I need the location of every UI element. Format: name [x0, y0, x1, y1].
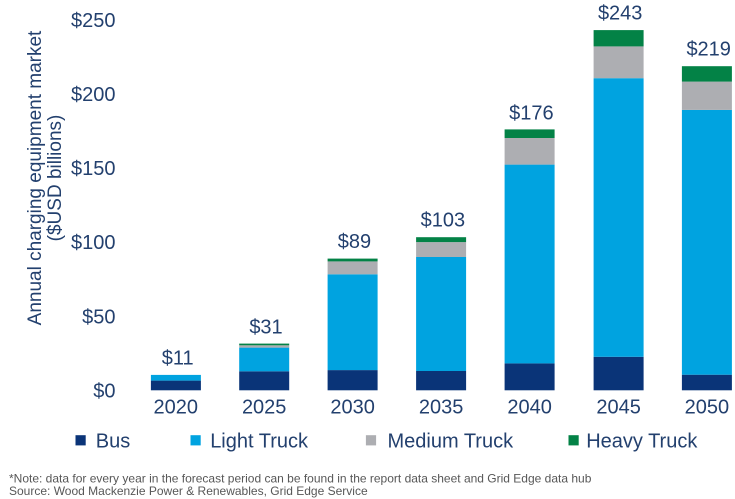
svg-text:$176: $176 — [509, 103, 554, 125]
svg-text:Heavy Truck: Heavy Truck — [586, 431, 698, 453]
svg-text:$31: $31 — [249, 316, 282, 338]
svg-text:Annual charging equipment mark: Annual charging equipment market — [25, 30, 46, 325]
svg-text:$100: $100 — [71, 232, 116, 254]
svg-text:2040: 2040 — [507, 396, 552, 418]
svg-text:2030: 2030 — [330, 396, 375, 418]
svg-text:$11: $11 — [162, 347, 194, 369]
svg-text:$50: $50 — [82, 306, 115, 328]
svg-text:$250: $250 — [71, 10, 116, 32]
svg-text:$0: $0 — [93, 381, 115, 403]
svg-text:2025: 2025 — [242, 396, 287, 418]
svg-text:$103: $103 — [421, 210, 466, 232]
svg-text:2045: 2045 — [596, 396, 641, 418]
svg-text:$243: $243 — [598, 3, 643, 25]
svg-text:2020: 2020 — [154, 396, 199, 418]
svg-text:Light Truck: Light Truck — [210, 431, 309, 453]
svg-text:Source: Wood Mackenzie Power &: Source: Wood Mackenzie Power & Renewable… — [9, 484, 368, 498]
svg-text:*Note: data for every year in: *Note: data for every year in the foreca… — [9, 471, 592, 485]
svg-text:2035: 2035 — [419, 396, 464, 418]
svg-text:Medium Truck: Medium Truck — [388, 431, 515, 453]
svg-text:$150: $150 — [71, 158, 116, 180]
svg-text:$89: $89 — [338, 231, 371, 253]
svg-text:$200: $200 — [71, 84, 116, 106]
svg-text:Bus: Bus — [96, 431, 130, 453]
svg-text:($USD billions): ($USD billions) — [45, 115, 66, 242]
svg-text:2050: 2050 — [685, 396, 730, 418]
svg-text:$219: $219 — [686, 39, 731, 61]
